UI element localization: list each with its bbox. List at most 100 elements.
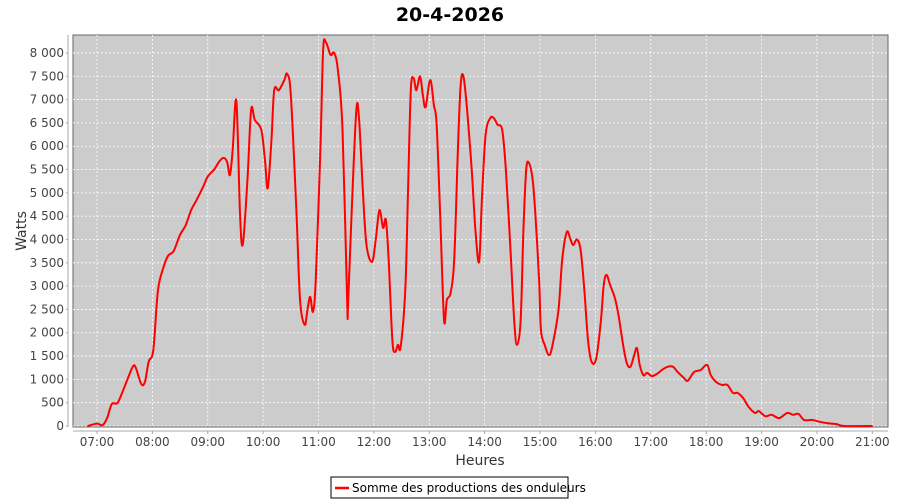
data-point — [683, 377, 685, 379]
data-point — [378, 209, 381, 211]
data-point — [525, 169, 527, 171]
data-point — [429, 79, 431, 81]
data-point — [614, 297, 616, 299]
x-tick-label: 07:00 — [80, 435, 115, 449]
data-point — [306, 309, 309, 311]
data-point — [764, 415, 766, 417]
data-point — [457, 149, 459, 151]
data-point — [484, 134, 487, 136]
data-point — [96, 423, 98, 425]
data-point — [235, 100, 237, 102]
data-point — [617, 314, 620, 316]
data-point — [121, 392, 123, 394]
data-point — [489, 117, 491, 119]
data-point — [322, 49, 324, 51]
data-point — [576, 238, 578, 241]
data-point — [544, 344, 546, 346]
data-point — [509, 249, 512, 251]
y-tick-label: 6 000 — [30, 139, 64, 153]
data-point — [548, 354, 550, 356]
data-point — [600, 319, 602, 321]
data-point — [422, 94, 424, 96]
data-point — [721, 384, 723, 386]
data-point — [591, 361, 593, 363]
data-point — [179, 234, 181, 236]
data-point — [453, 259, 455, 261]
data-point — [309, 296, 311, 298]
x-tick-label: 14:00 — [467, 435, 502, 449]
data-point — [687, 380, 689, 382]
data-point — [433, 104, 435, 106]
data-point — [101, 424, 104, 426]
data-point — [656, 373, 658, 375]
data-point — [443, 319, 445, 321]
data-point — [116, 402, 118, 404]
data-point — [290, 94, 292, 96]
data-point — [371, 261, 373, 263]
data-point — [315, 279, 317, 281]
data-point — [642, 374, 645, 376]
data-point — [603, 284, 605, 286]
x-tick-label: 09:00 — [190, 435, 225, 449]
data-point — [295, 209, 297, 211]
x-tick-label: 08:00 — [135, 435, 170, 449]
data-point — [726, 384, 728, 386]
y-axis: 0 500 1 000 1 500 2 000 2 500 3 000 3 500 4 000 4… — [30, 35, 69, 433]
data-point — [424, 106, 427, 108]
data-point — [540, 329, 542, 331]
data-point — [362, 189, 364, 191]
data-point — [572, 244, 574, 246]
chart-title: 20-4-2026 — [396, 4, 504, 26]
y-tick-label: 3 000 — [30, 279, 64, 293]
data-point — [412, 77, 415, 79]
data-point — [439, 219, 441, 221]
data-point — [283, 79, 285, 81]
data-point — [111, 403, 113, 405]
data-point — [496, 124, 499, 126]
data-point — [87, 425, 89, 427]
data-point — [391, 339, 393, 341]
data-point — [304, 324, 306, 326]
data-point — [666, 366, 669, 368]
data-point — [605, 274, 608, 276]
data-point — [419, 75, 421, 77]
data-point — [493, 117, 495, 119]
data-point — [135, 367, 137, 369]
data-point — [299, 299, 301, 301]
data-point — [595, 357, 597, 359]
data-point — [242, 243, 244, 245]
data-point — [152, 349, 154, 351]
y-tick-label: 7 500 — [30, 69, 64, 83]
x-tick-label: 21:00 — [855, 435, 890, 449]
data-point — [797, 413, 800, 415]
legend-box — [330, 476, 569, 499]
x-tick-label: 17:00 — [633, 435, 668, 449]
y-tick-label: 8 000 — [30, 46, 64, 60]
x-tick-label: 20:00 — [800, 435, 835, 449]
data-point — [232, 149, 234, 151]
data-point — [460, 84, 462, 86]
data-point — [140, 383, 142, 385]
data-point — [462, 75, 465, 77]
data-point — [190, 209, 192, 211]
x-tick-label: 16:00 — [578, 435, 613, 449]
data-point — [583, 289, 585, 291]
y-tick-label: 6 500 — [30, 116, 64, 130]
data-point — [819, 421, 821, 423]
data-point — [715, 381, 717, 383]
y-tick-label: 4 500 — [30, 209, 64, 223]
data-point — [404, 289, 406, 291]
data-point — [267, 187, 269, 189]
data-point — [410, 89, 412, 91]
y-tick-label: 500 — [41, 396, 64, 410]
data-point — [218, 161, 220, 163]
data-point — [661, 369, 663, 371]
x-tick-label: 12:00 — [357, 435, 392, 449]
data-point — [229, 174, 231, 176]
data-point — [587, 339, 589, 341]
data-point — [207, 175, 209, 178]
data-point — [622, 344, 624, 346]
data-point — [319, 149, 321, 151]
data-point — [700, 369, 702, 371]
data-point — [167, 255, 169, 257]
